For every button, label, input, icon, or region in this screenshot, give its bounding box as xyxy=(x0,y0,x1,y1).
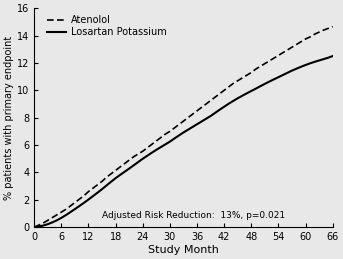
Losartan Potassium xyxy=(312,60,317,63)
Losartan Potassium xyxy=(154,148,158,152)
Line: Losartan Potassium: Losartan Potassium xyxy=(34,56,333,227)
Atenolol xyxy=(100,180,104,183)
Losartan Potassium xyxy=(168,140,172,143)
Losartan Potassium xyxy=(258,85,262,88)
Atenolol xyxy=(258,65,262,68)
Atenolol xyxy=(168,130,172,133)
Text: Adjusted Risk Reduction:  13%, p=0.021: Adjusted Risk Reduction: 13%, p=0.021 xyxy=(102,211,285,220)
Losartan Potassium xyxy=(331,55,335,58)
Y-axis label: % patients with primary endpoint: % patients with primary endpoint xyxy=(4,35,14,200)
Losartan Potassium xyxy=(100,188,104,191)
Legend: Atenolol, Losartan Potassium: Atenolol, Losartan Potassium xyxy=(45,13,169,39)
Losartan Potassium xyxy=(78,204,82,207)
Losartan Potassium xyxy=(32,226,36,229)
Atenolol xyxy=(78,198,82,201)
Atenolol xyxy=(154,139,158,142)
Atenolol xyxy=(32,226,36,229)
Atenolol xyxy=(331,25,335,28)
Line: Atenolol: Atenolol xyxy=(34,27,333,227)
Atenolol xyxy=(312,33,317,36)
X-axis label: Study Month: Study Month xyxy=(148,245,219,255)
